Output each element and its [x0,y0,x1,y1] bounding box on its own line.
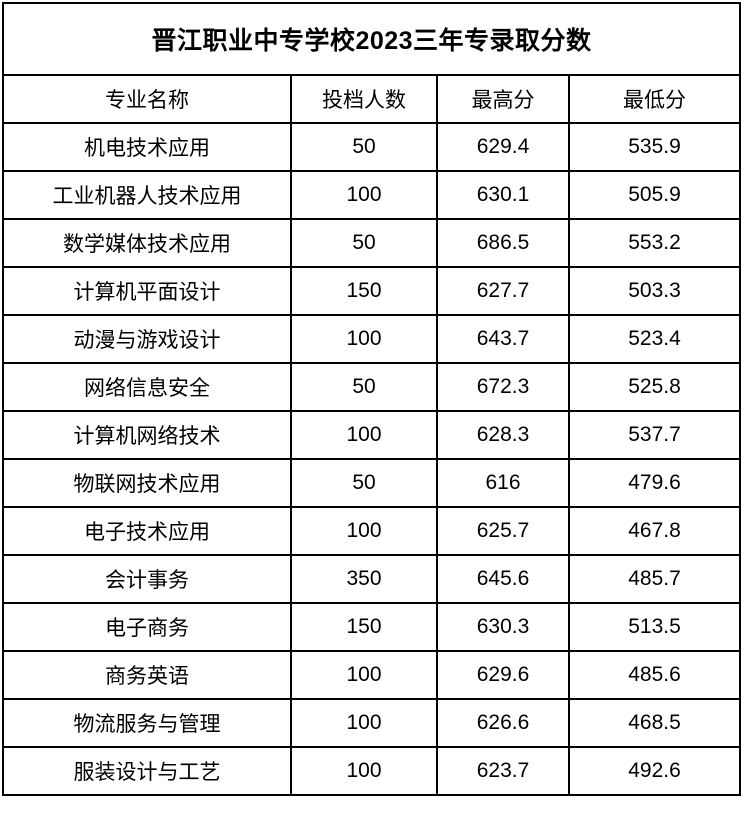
max-score-cell: 672.3 [436,362,570,412]
major-name-cell: 数学媒体技术应用 [2,218,292,268]
max-score-cell: 643.7 [436,314,570,364]
applicant-count-cell: 100 [290,506,438,556]
table-row: 会计事务 350 645.6 485.7 [2,554,741,604]
column-header-applicant-count: 投档人数 [290,74,438,124]
max-score-cell: 627.7 [436,266,570,316]
applicant-count-cell: 100 [290,746,438,796]
max-score-cell: 629.6 [436,650,570,700]
admission-score-table: 晋江职业中专学校2023三年专录取分数 专业名称 投档人数 最高分 最低分 机电… [2,2,741,796]
applicant-count-cell: 100 [290,314,438,364]
major-name-cell: 计算机平面设计 [2,266,292,316]
column-header-major-name: 专业名称 [2,74,292,124]
table-body: 机电技术应用 50 629.4 535.9 工业机器人技术应用 100 630.1 505.9… [2,122,741,796]
major-name-cell: 物联网技术应用 [2,458,292,508]
applicant-count-cell: 50 [290,218,438,268]
max-score-cell: 645.6 [436,554,570,604]
max-score-cell: 686.5 [436,218,570,268]
table-row: 物流服务与管理 100 626.6 468.5 [2,698,741,748]
min-score-cell: 492.6 [568,746,741,796]
major-name-cell: 机电技术应用 [2,122,292,172]
column-header-max-score: 最高分 [436,74,570,124]
max-score-cell: 630.3 [436,602,570,652]
min-score-cell: 467.8 [568,506,741,556]
min-score-cell: 553.2 [568,218,741,268]
table-title-row: 晋江职业中专学校2023三年专录取分数 [2,2,741,76]
applicant-count-cell: 350 [290,554,438,604]
max-score-cell: 623.7 [436,746,570,796]
table-row: 计算机网络技术 100 628.3 537.7 [2,410,741,460]
table-row: 网络信息安全 50 672.3 525.8 [2,362,741,412]
min-score-cell: 479.6 [568,458,741,508]
major-name-cell: 会计事务 [2,554,292,604]
major-name-cell: 网络信息安全 [2,362,292,412]
max-score-cell: 629.4 [436,122,570,172]
major-name-cell: 动漫与游戏设计 [2,314,292,364]
applicant-count-cell: 50 [290,458,438,508]
min-score-cell: 535.9 [568,122,741,172]
table-row: 机电技术应用 50 629.4 535.9 [2,122,741,172]
min-score-cell: 503.3 [568,266,741,316]
table-row: 电子商务 150 630.3 513.5 [2,602,741,652]
table-row: 物联网技术应用 50 616 479.6 [2,458,741,508]
applicant-count-cell: 150 [290,266,438,316]
applicant-count-cell: 100 [290,698,438,748]
max-score-cell: 630.1 [436,170,570,220]
table-row: 电子技术应用 100 625.7 467.8 [2,506,741,556]
max-score-cell: 616 [436,458,570,508]
column-header-min-score: 最低分 [568,74,741,124]
min-score-cell: 485.7 [568,554,741,604]
major-name-cell: 电子技术应用 [2,506,292,556]
min-score-cell: 523.4 [568,314,741,364]
max-score-cell: 628.3 [436,410,570,460]
applicant-count-cell: 100 [290,170,438,220]
table-row: 商务英语 100 629.6 485.6 [2,650,741,700]
min-score-cell: 513.5 [568,602,741,652]
applicant-count-cell: 100 [290,650,438,700]
table-row: 动漫与游戏设计 100 643.7 523.4 [2,314,741,364]
table-title: 晋江职业中专学校2023三年专录取分数 [2,2,741,76]
min-score-cell: 525.8 [568,362,741,412]
min-score-cell: 485.6 [568,650,741,700]
table-row: 计算机平面设计 150 627.7 503.3 [2,266,741,316]
table-row: 数学媒体技术应用 50 686.5 553.2 [2,218,741,268]
major-name-cell: 服装设计与工艺 [2,746,292,796]
applicant-count-cell: 100 [290,410,438,460]
table-row: 服装设计与工艺 100 623.7 492.6 [2,746,741,796]
min-score-cell: 505.9 [568,170,741,220]
major-name-cell: 物流服务与管理 [2,698,292,748]
applicant-count-cell: 50 [290,362,438,412]
max-score-cell: 626.6 [436,698,570,748]
major-name-cell: 工业机器人技术应用 [2,170,292,220]
min-score-cell: 468.5 [568,698,741,748]
major-name-cell: 计算机网络技术 [2,410,292,460]
table-header-row: 专业名称 投档人数 最高分 最低分 [2,74,741,124]
applicant-count-cell: 150 [290,602,438,652]
max-score-cell: 625.7 [436,506,570,556]
applicant-count-cell: 50 [290,122,438,172]
table-row: 工业机器人技术应用 100 630.1 505.9 [2,170,741,220]
major-name-cell: 电子商务 [2,602,292,652]
min-score-cell: 537.7 [568,410,741,460]
major-name-cell: 商务英语 [2,650,292,700]
